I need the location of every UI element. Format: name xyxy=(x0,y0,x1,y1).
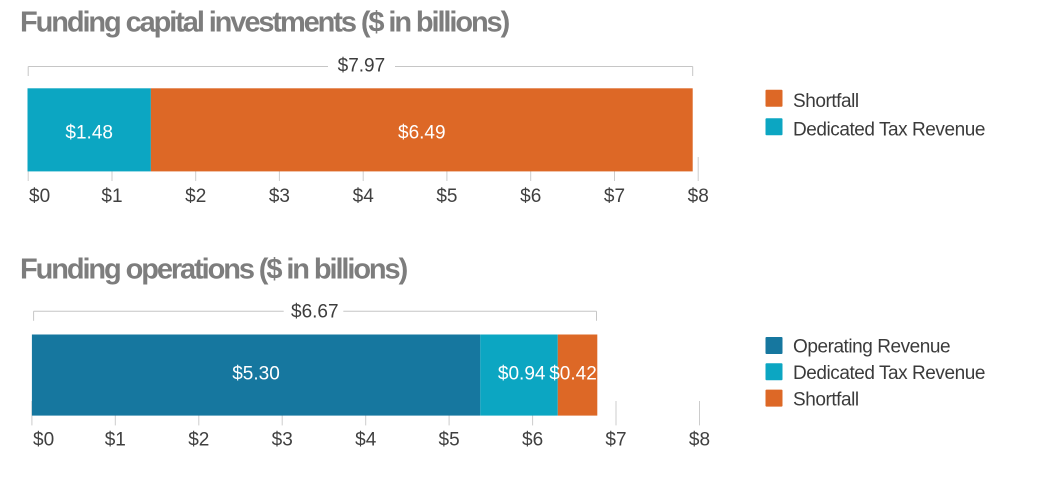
svg-text:$0: $0 xyxy=(33,430,54,451)
svg-text:Funding capital investments ($: Funding capital investments ($ in billio… xyxy=(20,7,510,39)
svg-text:$7.97: $7.97 xyxy=(338,55,386,76)
svg-text:$8: $8 xyxy=(688,186,709,207)
svg-text:$1.48: $1.48 xyxy=(65,122,113,143)
svg-text:$5: $5 xyxy=(436,186,457,207)
svg-text:Dedicated Tax Revenue: Dedicated Tax Revenue xyxy=(793,120,985,141)
svg-text:Funding operations ($ in billi: Funding operations ($ in billions) xyxy=(20,254,408,286)
svg-text:$0.42: $0.42 xyxy=(549,363,597,384)
svg-text:$6: $6 xyxy=(522,430,543,451)
svg-text:$2: $2 xyxy=(188,430,209,451)
svg-text:$7: $7 xyxy=(605,430,626,451)
svg-text:$1: $1 xyxy=(105,430,126,451)
svg-text:$4: $4 xyxy=(355,430,377,451)
svg-text:$6: $6 xyxy=(520,186,541,207)
svg-text:$4: $4 xyxy=(353,186,375,207)
svg-text:$0.94: $0.94 xyxy=(498,363,546,384)
svg-text:$5.30: $5.30 xyxy=(232,363,280,384)
svg-text:$0: $0 xyxy=(29,186,50,207)
svg-text:Operating Revenue: Operating Revenue xyxy=(793,337,950,358)
svg-text:$6.49: $6.49 xyxy=(398,122,446,143)
svg-text:Shortfall: Shortfall xyxy=(793,91,859,112)
svg-text:$7: $7 xyxy=(604,186,625,207)
svg-text:$1: $1 xyxy=(101,186,122,207)
svg-text:$6.67: $6.67 xyxy=(291,301,339,322)
svg-text:Shortfall: Shortfall xyxy=(793,389,859,410)
svg-text:$8: $8 xyxy=(689,430,710,451)
svg-text:$3: $3 xyxy=(269,186,290,207)
svg-text:$2: $2 xyxy=(185,186,206,207)
svg-text:Dedicated Tax Revenue: Dedicated Tax Revenue xyxy=(793,363,985,384)
svg-text:$3: $3 xyxy=(272,430,293,451)
svg-text:$5: $5 xyxy=(439,430,460,451)
